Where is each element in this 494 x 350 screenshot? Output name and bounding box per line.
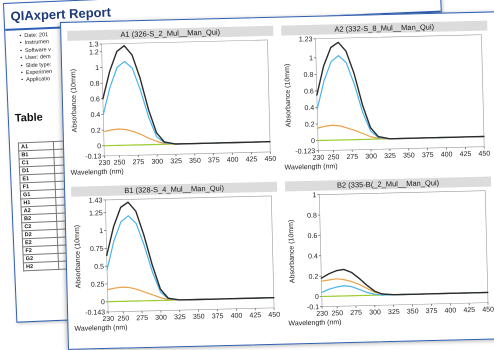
- x-tick-label: 350: [189, 158, 201, 165]
- x-tick-label: 400: [231, 313, 243, 320]
- y-tick-label: 1.25: [89, 210, 103, 217]
- plot-area: [315, 35, 484, 151]
- y-tick-label: 0.6: [307, 233, 317, 240]
- y-axis-label: Absorbance (10mm): [288, 220, 297, 284]
- y-tick-label: 0.4: [308, 253, 318, 260]
- x-tick-label: 250: [114, 159, 126, 166]
- x-tick-label: 230: [312, 155, 324, 162]
- plot-area: [105, 196, 274, 312]
- table-row-label: H2: [23, 261, 58, 270]
- x-tick-label: 400: [227, 157, 239, 164]
- x-tick-label: 230: [316, 311, 328, 318]
- table-heading: Table: [15, 111, 43, 124]
- y-tick-label: 0: [311, 138, 315, 145]
- x-tick-label: 250: [117, 315, 129, 322]
- x-tick-label: 275: [132, 159, 144, 166]
- x-tick-label: 300: [155, 314, 167, 321]
- report-meta-list: Date: 201 Instrumen Software v User: dem…: [19, 32, 52, 85]
- x-tick-label: 425: [249, 312, 261, 319]
- meta-item: Applicatio: [21, 76, 53, 85]
- y-tick-label: -0.143: [85, 309, 105, 316]
- y-tick-label: 1: [309, 55, 313, 62]
- x-tick-label: 400: [441, 151, 453, 158]
- plot-area: [102, 40, 271, 156]
- y-tick-label: -0.13: [85, 153, 101, 160]
- x-tick-label: 350: [193, 314, 205, 321]
- x-tick-label: 425: [463, 307, 475, 314]
- y-tick-label: 0: [101, 299, 105, 306]
- y-tick-label: 0.6: [90, 96, 100, 103]
- y-tick-label: 1.43: [89, 197, 103, 204]
- x-tick-label: 275: [136, 315, 148, 322]
- y-tick-label: 1: [99, 228, 103, 235]
- y-tick-label: 0.8: [304, 72, 314, 79]
- x-tick-label: 375: [208, 157, 220, 164]
- y-tick-label: -0.1: [307, 304, 319, 311]
- x-tick-label: 230: [102, 316, 114, 323]
- x-tick-label: 325: [174, 314, 186, 321]
- y-tick-label: 0.4: [90, 112, 100, 119]
- y-axis-label: Absorbance (10mm): [74, 225, 83, 289]
- x-tick-label: 450: [264, 156, 276, 163]
- y-axis-label: Absorbance (10mm): [284, 64, 293, 128]
- x-tick-label: 375: [422, 152, 434, 159]
- x-tick-label: 450: [478, 151, 490, 158]
- x-tick-label: 425: [460, 151, 472, 158]
- x-tick-label: 325: [384, 153, 396, 160]
- y-tick-label: 0.8: [90, 81, 100, 88]
- plot-area: [319, 191, 488, 307]
- x-tick-label: 400: [445, 307, 457, 314]
- y-tick-label: 0.2: [305, 121, 315, 128]
- x-tick-label: 375: [212, 313, 224, 320]
- x-axis-label: Wavelength (nm): [288, 319, 341, 327]
- x-tick-label: 450: [482, 306, 494, 313]
- y-tick-label: 1: [95, 65, 99, 72]
- y-tick-label: 0.2: [91, 128, 101, 135]
- x-tick-label: 250: [328, 154, 340, 161]
- y-tick-label: 0: [315, 294, 319, 301]
- y-tick-label: 1.2: [89, 49, 99, 56]
- y-tick-label: 1.3: [89, 41, 99, 48]
- x-tick-label: 275: [350, 310, 362, 317]
- x-tick-label: 300: [369, 309, 381, 316]
- y-tick-label: 1.23: [299, 36, 313, 43]
- x-tick-label: 250: [331, 310, 343, 317]
- y-tick-label: 0.4: [304, 105, 314, 112]
- x-tick-label: 375: [426, 308, 438, 315]
- x-tick-label: 300: [151, 159, 163, 166]
- y-tick-label: 0.2: [308, 274, 318, 281]
- y-tick-label: -0.123: [295, 148, 315, 155]
- y-tick-label: 1: [312, 192, 316, 199]
- x-tick-label: 230: [99, 160, 111, 167]
- y-tick-label: 0.8: [307, 213, 317, 220]
- x-tick-label: 450: [268, 312, 280, 319]
- x-tick-label: 350: [407, 308, 419, 315]
- y-tick-label: 0.5: [94, 264, 104, 271]
- x-tick-label: 275: [346, 154, 358, 161]
- y-tick-label: 0.6: [304, 88, 314, 95]
- x-tick-label: 350: [403, 152, 415, 159]
- y-tick-label: 0: [97, 143, 101, 150]
- x-axis-label: Wavelength (nm): [74, 324, 127, 332]
- x-axis-label: Wavelength (nm): [285, 163, 338, 171]
- y-axis-label: Absorbance (10mm): [70, 69, 79, 133]
- x-tick-label: 325: [170, 158, 182, 165]
- x-tick-label: 425: [246, 156, 258, 163]
- y-tick-label: 0.75: [90, 246, 104, 253]
- x-tick-label: 325: [388, 309, 400, 316]
- y-tick-label: 0.25: [91, 281, 105, 288]
- x-axis-label: Wavelength (nm): [71, 168, 124, 176]
- x-tick-label: 300: [365, 153, 377, 160]
